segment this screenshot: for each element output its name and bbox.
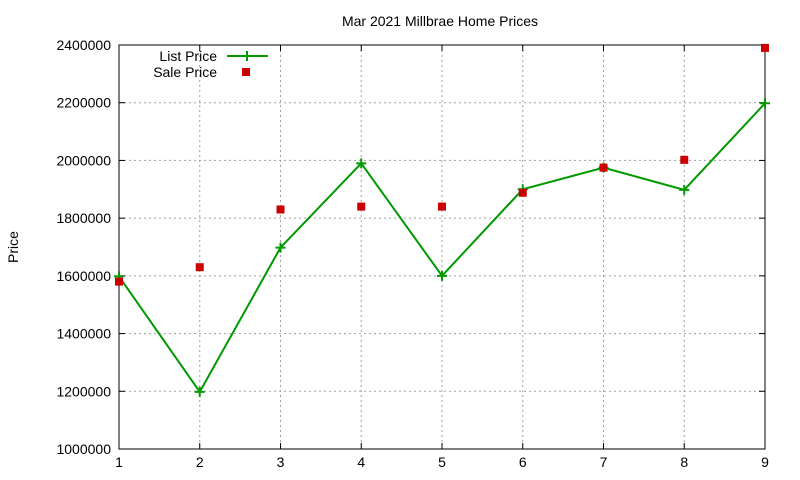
sale-price-point xyxy=(357,202,366,211)
y-tick-label: 1000000 xyxy=(56,441,111,457)
x-tick-label: 8 xyxy=(680,454,688,470)
y-tick-label: 2400000 xyxy=(56,37,111,53)
x-tick-label: 1 xyxy=(115,454,123,470)
legend-swatch-marker xyxy=(242,51,252,61)
list-price-point xyxy=(679,184,690,195)
series-sale-price xyxy=(115,43,769,286)
y-tick-label: 1400000 xyxy=(56,326,111,342)
list-price-point xyxy=(760,98,770,109)
sale-price-point xyxy=(761,43,769,52)
x-tick-label: 4 xyxy=(357,454,365,470)
list-price-point xyxy=(437,270,447,281)
list-price-point xyxy=(275,242,286,253)
series-list-price xyxy=(114,98,770,397)
y-axis-label: Price xyxy=(5,231,21,263)
y-tick-label: 1600000 xyxy=(56,268,111,284)
series-layer xyxy=(114,43,770,397)
y-tick-label: 1800000 xyxy=(56,210,111,226)
sale-price-point xyxy=(195,263,204,272)
x-tick-label: 7 xyxy=(600,454,608,470)
x-tick-label: 9 xyxy=(761,454,769,470)
x-tick-label: 5 xyxy=(438,454,446,470)
sale-price-point xyxy=(680,155,689,164)
legend-swatch-marker xyxy=(242,68,250,76)
grid-lines xyxy=(119,45,765,449)
y-tick-label: 1200000 xyxy=(56,383,111,399)
sale-price-point xyxy=(115,277,123,286)
x-tick-label: 2 xyxy=(196,454,204,470)
sale-price-point xyxy=(276,205,285,214)
sale-price-point xyxy=(518,188,527,197)
list-price-point xyxy=(194,386,205,397)
y-tick-label: 2000000 xyxy=(56,152,111,168)
chart-title: Mar 2021 Millbrae Home Prices xyxy=(342,13,538,29)
y-tick-label: 2200000 xyxy=(56,95,111,111)
axis-ticks: 1000000 1200000 1400000 1600000 1800000 20000… xyxy=(56,37,769,470)
x-tick-label: 3 xyxy=(277,454,285,470)
legend-label: Sale Price xyxy=(153,64,217,80)
sale-price-point xyxy=(599,163,608,172)
legend-label: List Price xyxy=(159,48,217,64)
sale-price-point xyxy=(438,202,446,211)
list-price-point xyxy=(356,158,367,169)
x-tick-label: 6 xyxy=(519,454,527,470)
